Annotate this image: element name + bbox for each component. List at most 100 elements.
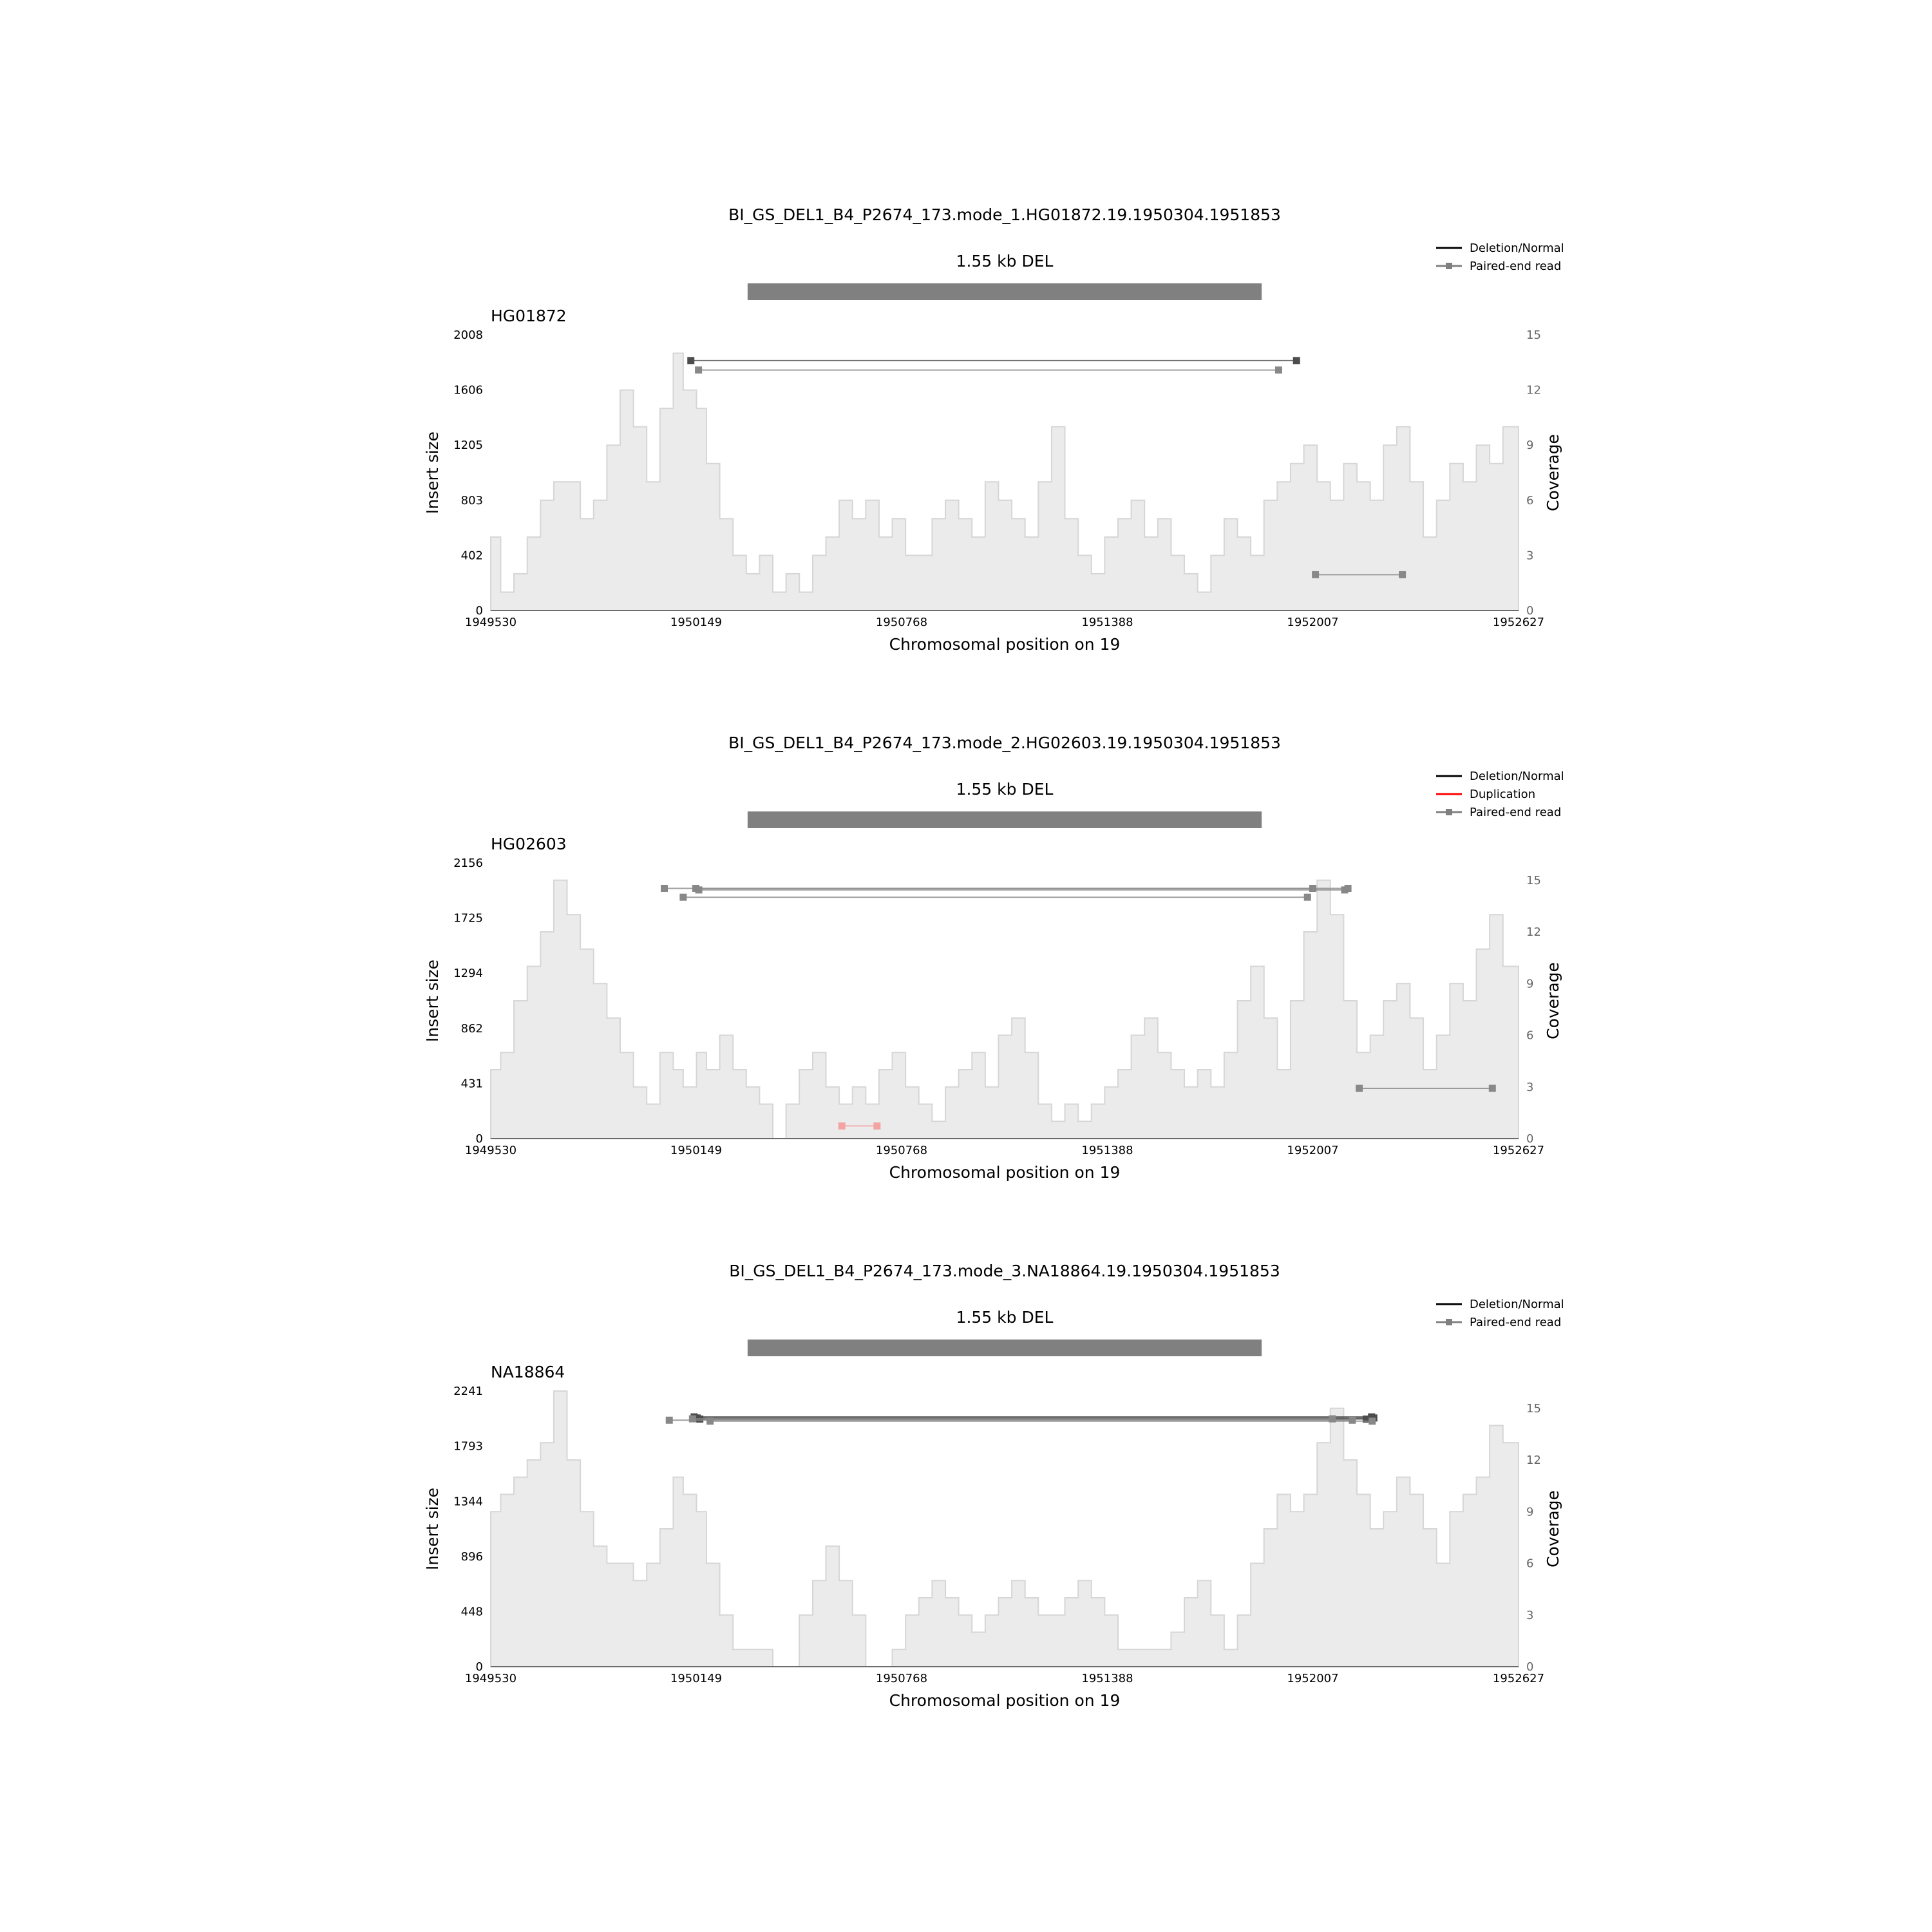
x-tick-label: 1949530 [465, 1672, 516, 1685]
x-tick-label: 1950149 [670, 1672, 722, 1685]
y2-tick-label: 3 [1526, 1609, 1533, 1622]
read-marker-start [687, 357, 695, 365]
chart-panel-na18864: BI_GS_DEL1_B4_P2674_173.mode_3.NA18864.1… [423, 1262, 1564, 1710]
coverage-area [490, 879, 1519, 1139]
coverage-area [490, 352, 1519, 611]
y-tick-label: 0 [476, 1660, 483, 1674]
y-tick-label: 1793 [453, 1440, 483, 1454]
x-tick-label: 1950768 [876, 1672, 927, 1685]
sv-label: 1.55 kb DEL [956, 1308, 1054, 1327]
y-tick-label: 1725 [453, 912, 483, 925]
x-tick-label: 1950149 [670, 1144, 722, 1157]
read-marker-end [1349, 1416, 1356, 1424]
sv-bar [747, 1340, 1262, 1356]
paired-end-read-2 [692, 885, 1352, 893]
x-tick-label: 1951388 [1081, 616, 1133, 629]
sample-name: HG02603 [491, 835, 567, 853]
x-tick-label: 1950768 [876, 1144, 927, 1157]
read-marker-start [838, 1122, 846, 1130]
y-tick-label: 2156 [453, 857, 483, 870]
read-marker-end [1293, 357, 1300, 365]
paired-end-read-4 [679, 893, 1311, 901]
y2-tick-label: 3 [1526, 549, 1533, 562]
legend: Deletion/Normal Paired-end read [1436, 1298, 1564, 1329]
x-axis-label: Chromosomal position on 19 [889, 1163, 1121, 1182]
y2-tick-label: 6 [1526, 494, 1533, 507]
read-marker-end [1488, 1084, 1496, 1092]
legend: Deletion/Normal Paired-end read [1436, 242, 1564, 273]
legend-label: Paired-end read [1470, 260, 1561, 273]
x-tick-label: 1950149 [670, 616, 722, 629]
y2-tick-label: 0 [1526, 1132, 1533, 1146]
chart-panel-hg01872: BI_GS_DEL1_B4_P2674_173.mode_1.HG01872.1… [423, 205, 1564, 654]
legend-label: Paired-end read [1470, 1316, 1561, 1329]
x-tick-label: 1952627 [1493, 1672, 1544, 1685]
y-tick-label: 0 [476, 604, 483, 618]
legend-marker [1446, 263, 1452, 269]
y2-tick-label: 3 [1526, 1081, 1533, 1094]
read-marker-start [661, 885, 668, 893]
legend-marker [1446, 809, 1452, 815]
y-tick-label: 0 [476, 1132, 483, 1146]
coverage-area [490, 1390, 1519, 1667]
chart-title: BI_GS_DEL1_B4_P2674_173.mode_1.HG01872.1… [728, 205, 1281, 224]
paired-end-read-2 [695, 366, 1282, 374]
read-marker-start [695, 886, 703, 894]
sv-bar [747, 811, 1262, 828]
x-axis-label: Chromosomal position on 19 [889, 1691, 1121, 1710]
paired-end-read-6 [838, 1122, 881, 1130]
y2-tick-label: 15 [1526, 874, 1541, 887]
x-tick-label: 1949530 [465, 1144, 516, 1157]
paired-end-read-6 [688, 1415, 1336, 1423]
read-marker-end [873, 1122, 881, 1130]
sv-label: 1.55 kb DEL [956, 252, 1054, 270]
y2-tick-label: 15 [1526, 328, 1541, 342]
y-tick-label: 1606 [453, 384, 483, 397]
x-tick-label: 1950768 [876, 616, 927, 629]
legend-label: Paired-end read [1470, 806, 1561, 819]
read-marker-end [1329, 1415, 1336, 1423]
read-marker-end [1399, 571, 1406, 578]
y-tick-label: 2008 [453, 328, 483, 342]
y-tick-label: 2241 [453, 1385, 483, 1398]
legend-label: Duplication [1470, 788, 1535, 801]
read-marker-end [1274, 366, 1282, 374]
y-tick-label: 896 [461, 1550, 483, 1564]
legend-marker [1446, 1319, 1452, 1325]
x-tick-label: 1949530 [465, 616, 516, 629]
y-tick-label: 431 [461, 1077, 483, 1090]
y2-tick-label: 12 [1526, 925, 1541, 939]
y2-axis-label: Coverage [1544, 962, 1562, 1039]
y2-tick-label: 9 [1526, 1505, 1533, 1519]
y2-tick-label: 6 [1526, 1557, 1533, 1571]
y2-axis-label: Coverage [1544, 1490, 1562, 1567]
paired-end-read-4 [665, 1416, 1356, 1424]
y2-tick-label: 12 [1526, 384, 1541, 397]
y2-tick-label: 9 [1526, 439, 1533, 452]
x-tick-label: 1952627 [1493, 1144, 1544, 1157]
legend-label: Deletion/Normal [1470, 770, 1564, 783]
y-tick-label: 1294 [453, 967, 483, 980]
x-axis-label: Chromosomal position on 19 [889, 635, 1121, 654]
paired-end-read-5 [1356, 1084, 1496, 1092]
y-tick-label: 803 [461, 494, 483, 507]
paired-end-read-3 [1312, 571, 1406, 578]
read-marker-start [665, 1416, 673, 1424]
y2-tick-label: 6 [1526, 1029, 1533, 1043]
sv-bar [747, 283, 1262, 300]
read-marker-start [1356, 1084, 1363, 1092]
x-tick-label: 1952627 [1493, 616, 1544, 629]
read-marker-start [1312, 571, 1320, 578]
chart-title: BI_GS_DEL1_B4_P2674_173.mode_3.NA18864.1… [729, 1262, 1280, 1280]
read-marker-end [1368, 1417, 1376, 1425]
paired-end-read-1 [687, 357, 1300, 365]
y-axis-label: Insert size [423, 431, 442, 514]
x-tick-label: 1951388 [1081, 1672, 1133, 1685]
chart-panel-hg02603: BI_GS_DEL1_B4_P2674_173.mode_2.HG02603.1… [423, 734, 1564, 1182]
read-marker-end [1341, 886, 1349, 894]
y2-axis-label: Coverage [1544, 434, 1562, 511]
y-axis-label: Insert size [423, 1488, 442, 1570]
legend-label: Deletion/Normal [1470, 1298, 1564, 1311]
y-tick-label: 862 [461, 1022, 483, 1036]
